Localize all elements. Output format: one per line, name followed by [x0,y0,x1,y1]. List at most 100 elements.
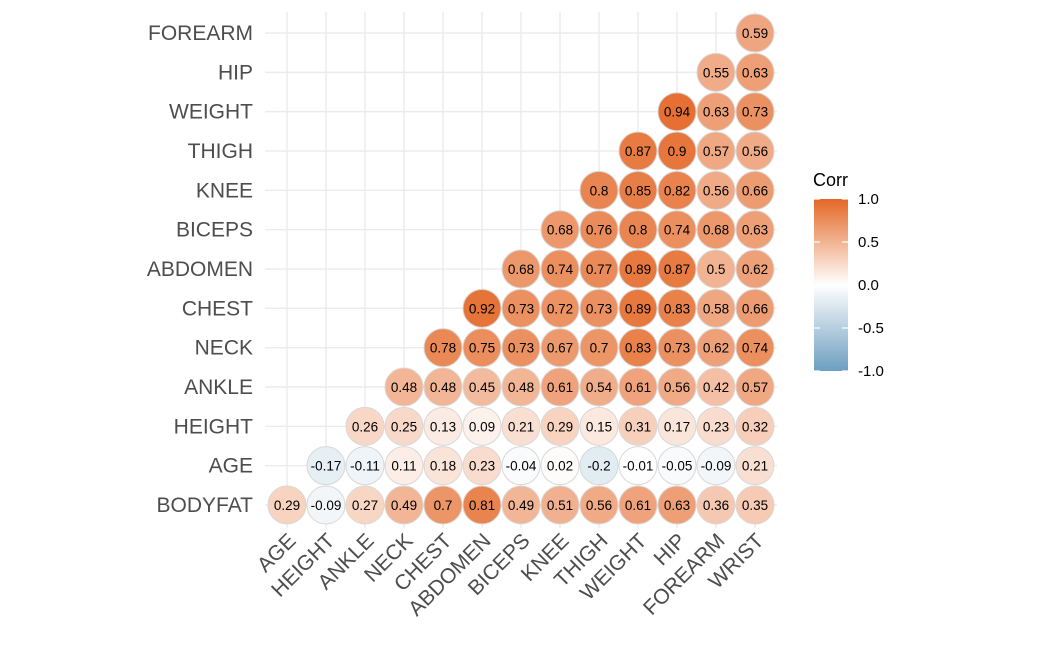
correlation-circle [462,485,502,525]
correlation-circle [618,446,658,486]
correlation-value-label: 0.29 [274,498,300,513]
correlation-value-label: 0.63 [703,105,729,120]
correlation-circle [657,406,697,446]
correlation-circle [306,446,346,486]
legend-tick-label: -0.5 [858,320,884,337]
correlation-circle [501,446,541,486]
correlation-circle [657,328,697,368]
y-tick-label: KNEE [196,179,253,202]
correlation-value-label: 0.81 [469,498,495,513]
correlation-circle [735,170,775,210]
correlation-value-label: 0.82 [664,183,690,198]
correlation-value-label: 0.36 [703,498,729,513]
correlation-value-label: 0.18 [430,459,456,474]
correlation-value-label: -0.11 [350,459,380,474]
correlation-circle [462,328,502,368]
correlation-circle [657,446,697,486]
correlation-value-label: 0.62 [703,341,729,356]
correlation-circle [540,446,580,486]
correlation-value-label: 0.63 [742,223,768,238]
correlation-value-label: 0.56 [742,144,768,159]
correlation-value-label: 0.73 [508,341,534,356]
correlation-value-label: 0.73 [508,301,534,316]
correlation-circle [618,210,658,250]
correlation-circle [384,485,424,525]
correlation-value-label: 0.02 [547,459,573,474]
y-tick-label: HIP [218,61,253,84]
correlation-value-label: 0.49 [508,498,534,513]
legend-title: Corr [813,170,848,190]
correlation-value-label: 0.87 [664,262,690,277]
correlation-value-label: -0.2 [587,459,610,474]
correlation-cells: 0.29 -0.09 0.27 0.49 0.7 0.81 0.49 0.51 0.56 0.61… [267,13,775,525]
correlation-value-label: 0.92 [469,301,495,316]
correlation-value-label: 0.15 [586,419,612,434]
correlation-circle [696,52,736,92]
correlation-circle [618,249,658,289]
correlation-value-label: 0.76 [586,223,612,238]
correlation-circle [579,170,619,210]
correlation-circle [735,131,775,171]
correlation-value-label: 0.68 [508,262,534,277]
correlation-value-label: -0.04 [506,459,537,474]
correlation-circle [579,485,619,525]
correlation-circle [501,485,541,525]
correlation-circle [696,446,736,486]
correlation-circle [696,249,736,289]
correlation-value-label: 0.25 [391,419,417,434]
correlation-circle [579,210,619,250]
correlation-circle [735,485,775,525]
correlation-circle [462,406,502,446]
correlation-circle [657,131,697,171]
correlation-value-label: 0.73 [742,105,768,120]
correlation-value-label: 0.72 [547,301,573,316]
correlation-circle [618,288,658,328]
correlation-value-label: 0.57 [703,144,729,159]
correlation-value-label: 0.66 [742,183,768,198]
correlation-value-label: 0.09 [469,419,495,434]
correlation-value-label: 0.23 [469,459,495,474]
correlation-value-label: 0.48 [430,380,456,395]
correlation-circle [501,249,541,289]
correlation-circle [618,367,658,407]
correlation-circle [696,328,736,368]
correlation-circle [696,92,736,132]
correlation-value-label: 0.27 [352,498,378,513]
correlation-value-label: 0.26 [352,419,378,434]
correlation-circle [540,210,580,250]
correlation-circle [696,406,736,446]
correlation-circle [696,485,736,525]
correlation-value-label: 0.63 [742,65,768,80]
correlation-circle [618,485,658,525]
correlation-value-label: 0.74 [664,223,691,238]
correlation-circle [657,170,697,210]
correlation-value-label: 0.13 [430,419,456,434]
color-legend: Corr 1.0 0.5 0.0 -0.5 -1.0 [813,170,884,380]
correlation-circle [579,446,619,486]
correlation-circle [696,210,736,250]
correlation-circle [696,288,736,328]
correlation-value-label: 0.8 [590,183,609,198]
y-tick-label: NECK [195,337,253,360]
correlation-circle [657,210,697,250]
y-tick-label: ANKLE [184,376,253,399]
correlation-circle [735,446,775,486]
y-tick-label: BODYFAT [157,494,254,517]
correlation-circle [735,210,775,250]
correlation-circle [735,92,775,132]
correlation-circle [540,288,580,328]
correlation-circle [735,406,775,446]
correlation-value-label: 0.45 [469,380,495,395]
correlation-value-label: -0.17 [311,459,342,474]
correlation-circle [696,131,736,171]
correlation-value-label: 0.42 [703,380,729,395]
correlation-value-label: 0.87 [625,144,651,159]
correlation-circle [501,328,541,368]
correlation-circle [345,446,385,486]
correlation-value-label: 0.8 [629,223,648,238]
correlation-circle [735,288,775,328]
correlation-value-label: 0.57 [742,380,768,395]
correlation-circle [423,446,463,486]
correlation-value-label: -0.05 [662,459,693,474]
